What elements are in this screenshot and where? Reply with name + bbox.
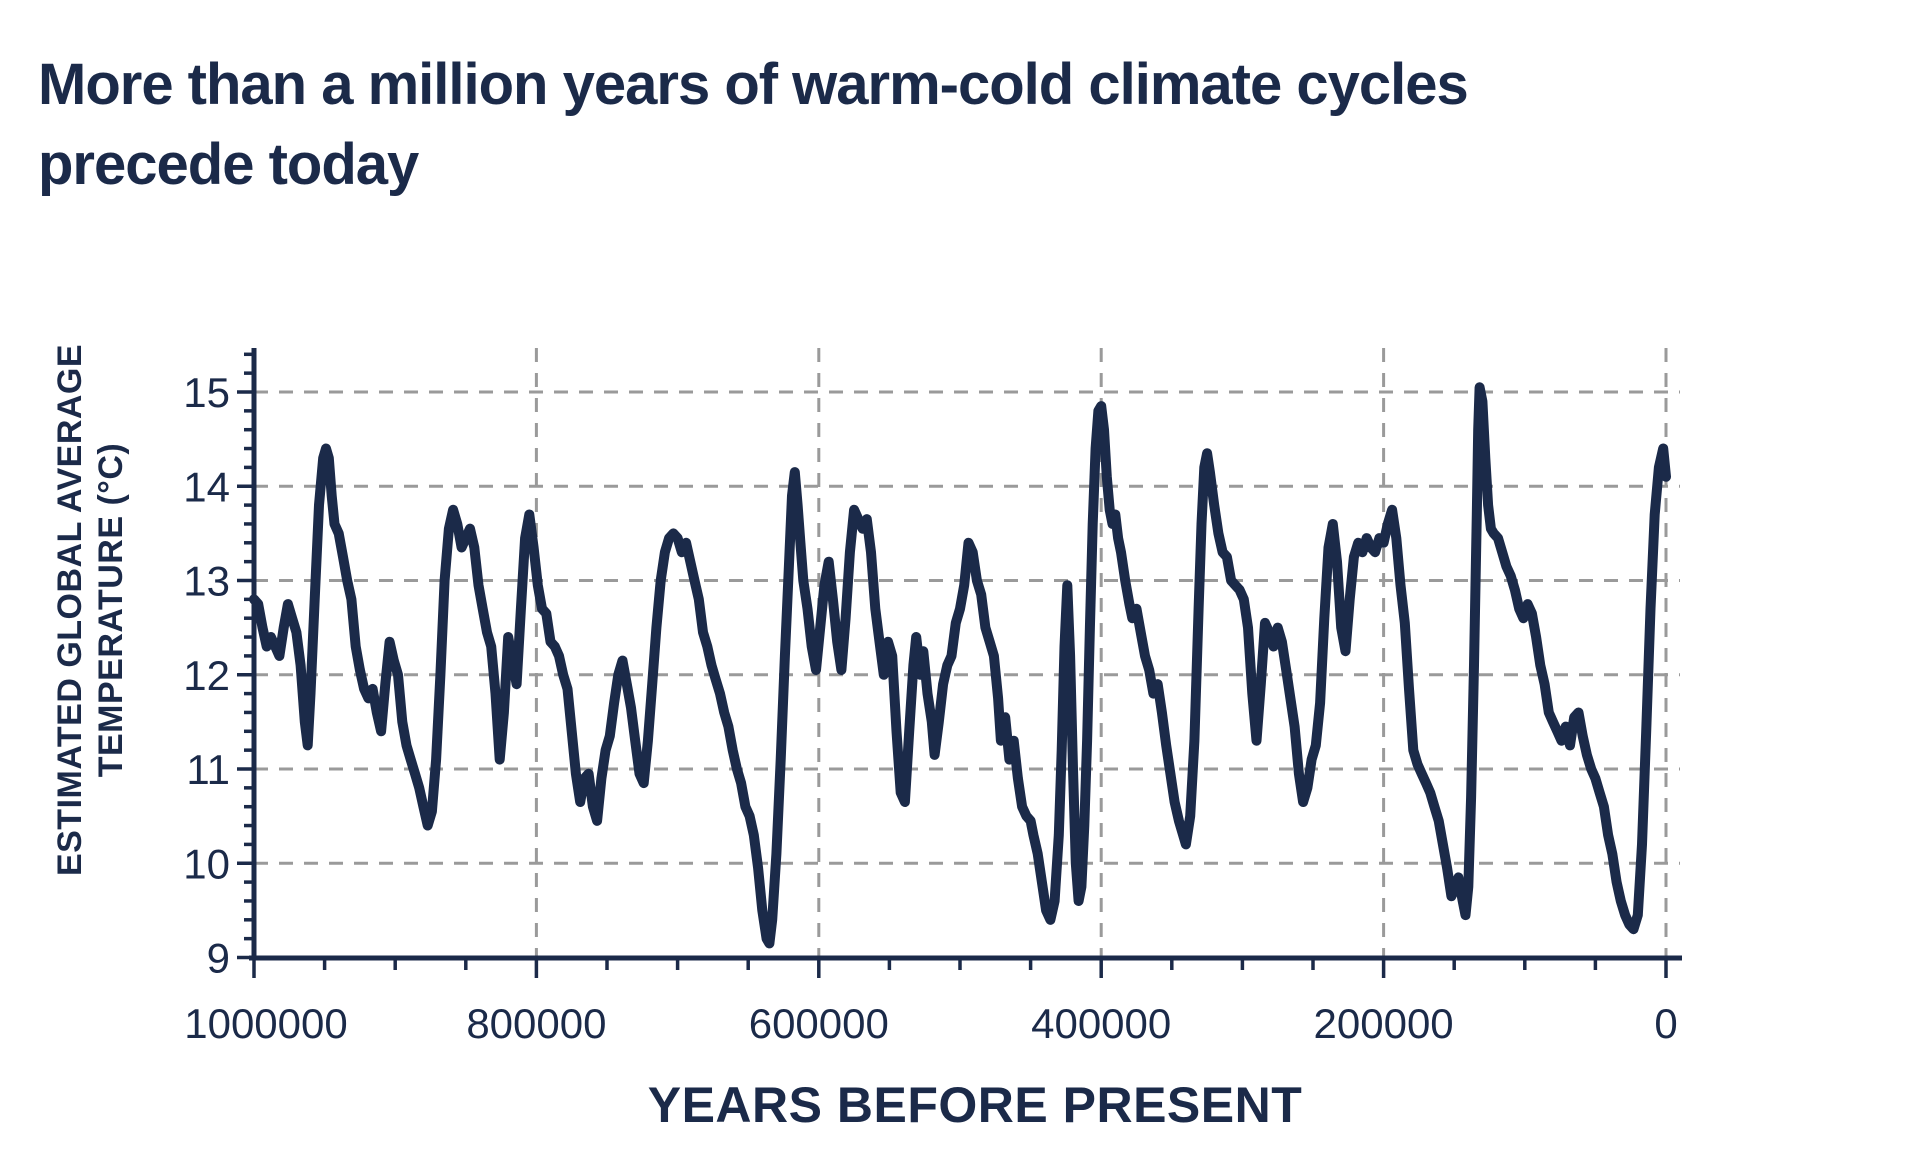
y-axis-title-line2: TEMPERATURE (°C) bbox=[92, 442, 131, 778]
x-tick-label: 400000 bbox=[1031, 1000, 1171, 1047]
temperature-line bbox=[249, 382, 1671, 949]
chart-title: More than a million years of warm-cold c… bbox=[38, 45, 1738, 205]
x-axis-title: YEARS BEFORE PRESENT bbox=[647, 1077, 1303, 1133]
y-tick-label: 12 bbox=[183, 652, 230, 699]
x-tick-label: 600000 bbox=[749, 1000, 889, 1047]
y-tick-label: 10 bbox=[183, 840, 230, 887]
x-tick-label: 1000000 bbox=[184, 1000, 348, 1047]
chart-title-line2: precede today bbox=[38, 131, 419, 197]
chart-title-line1: More than a million years of warm-cold c… bbox=[38, 51, 1469, 117]
y-axis-title: ESTIMATED GLOBAL AVERAGE TEMPERATURE (°C… bbox=[50, 320, 134, 900]
y-tick-label: 9 bbox=[207, 935, 230, 982]
y-tick-label: 15 bbox=[183, 369, 230, 416]
x-tick-label: 800000 bbox=[466, 1000, 606, 1047]
x-tick-label: 0 bbox=[1654, 1000, 1677, 1047]
y-tick-label: 13 bbox=[183, 558, 230, 605]
data-series bbox=[249, 382, 1671, 949]
tick-marks bbox=[237, 352, 1668, 978]
y-tick-label: 14 bbox=[183, 463, 230, 510]
y-tick-label: 11 bbox=[186, 746, 230, 793]
y-axis-title-line1: ESTIMATED GLOBAL AVERAGE bbox=[51, 343, 89, 877]
tick-labels: 9 10 11 12 13 14 15 1000000 800000 600000 400000 20… bbox=[183, 369, 1677, 1047]
x-tick-label: 200000 bbox=[1314, 1000, 1454, 1047]
